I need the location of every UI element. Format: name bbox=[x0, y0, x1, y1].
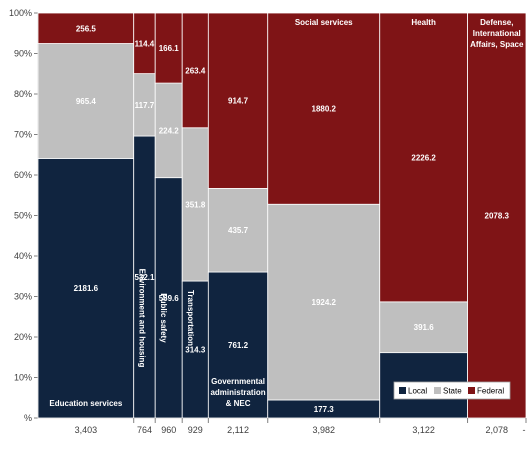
data-label: 314.3 bbox=[185, 346, 206, 355]
x-total-label: 960 bbox=[161, 425, 176, 435]
legend-swatch-state bbox=[434, 387, 441, 394]
data-label: 914.7 bbox=[228, 97, 249, 106]
x-total-label: 3,122 bbox=[412, 425, 435, 435]
data-label: 256.5 bbox=[76, 24, 97, 33]
data-label: 435.7 bbox=[228, 226, 249, 235]
y-tick-label: 30% bbox=[14, 292, 32, 302]
data-label: 114.4 bbox=[135, 39, 155, 48]
bar-segment-federal bbox=[267, 12, 381, 205]
data-label: 761.2 bbox=[228, 341, 249, 350]
x-axis-totals: 3,403 764 960 929 2,112 3,982 3,122 2,078 - bbox=[75, 418, 527, 435]
category-label: Governmental administration & NEC bbox=[210, 377, 265, 408]
bar-segment-federal bbox=[154, 12, 183, 84]
legend-label-state: State bbox=[443, 387, 462, 396]
y-tick-label: 80% bbox=[14, 89, 32, 99]
y-tick-label: 20% bbox=[14, 332, 32, 342]
bar-segment-state bbox=[267, 203, 381, 401]
category-label: Education services bbox=[49, 399, 122, 408]
data-label: 569.6 bbox=[159, 294, 180, 303]
legend-swatch-federal bbox=[468, 387, 475, 394]
y-tick-label: 60% bbox=[14, 170, 32, 180]
category-label: Environment and housing bbox=[138, 269, 147, 368]
y-tick-label: % bbox=[24, 413, 32, 423]
data-label: 2181.6 bbox=[74, 284, 99, 293]
bar-segment-federal bbox=[379, 12, 468, 303]
x-total-label: 929 bbox=[188, 425, 203, 435]
x-total-label: 3,403 bbox=[75, 425, 98, 435]
x-trailing-mark: - bbox=[523, 425, 526, 435]
category-label: Transportation bbox=[186, 290, 195, 346]
x-total-label: 2,112 bbox=[227, 425, 249, 435]
bar-segment-state bbox=[37, 43, 135, 159]
y-tick-label: 10% bbox=[14, 373, 32, 383]
bar-segment-federal bbox=[467, 12, 527, 419]
y-tick-label: 90% bbox=[14, 49, 32, 59]
bar-segment-local bbox=[154, 177, 183, 419]
bar-segment-federal bbox=[37, 12, 135, 44]
category-label: Health bbox=[411, 18, 436, 27]
bar-segment-state bbox=[379, 301, 468, 354]
bar-segment-state bbox=[207, 188, 269, 273]
category-labels-group: Education services Environment and housin… bbox=[49, 18, 524, 408]
bar-segment-federal bbox=[181, 12, 209, 129]
y-tick-label: 50% bbox=[14, 211, 32, 221]
bars-group bbox=[37, 12, 527, 419]
data-label: 2226.2 bbox=[411, 153, 436, 162]
data-label: 263.4 bbox=[185, 66, 206, 75]
bar-segment-local bbox=[207, 271, 269, 419]
bar-segment-state bbox=[181, 127, 209, 282]
legend: Local State Federal bbox=[393, 381, 511, 400]
data-label: 224.2 bbox=[159, 126, 180, 135]
legend-label-federal: Federal bbox=[477, 387, 504, 396]
y-tick-label: 70% bbox=[14, 130, 32, 140]
legend-label-local: Local bbox=[408, 387, 427, 396]
category-label: Defense, International Affairs, Space bbox=[470, 18, 524, 49]
data-label: 166.1 bbox=[159, 44, 180, 53]
data-label: 177.3 bbox=[314, 405, 335, 414]
data-label: 117.7 bbox=[135, 101, 155, 110]
x-total-label: 764 bbox=[137, 425, 152, 435]
y-tick-label: 100% bbox=[9, 8, 32, 18]
category-label: Social services bbox=[295, 18, 353, 27]
data-label: 2078.3 bbox=[485, 212, 510, 221]
data-label: 965.4 bbox=[76, 97, 97, 106]
bar-segment-local bbox=[181, 280, 209, 419]
x-total-label: 3,982 bbox=[312, 425, 335, 435]
legend-box bbox=[393, 381, 511, 400]
legend-swatch-local bbox=[399, 387, 406, 394]
data-label: 391.6 bbox=[414, 323, 435, 332]
data-label: 351.8 bbox=[185, 200, 206, 209]
data-label: 1924.2 bbox=[312, 298, 337, 307]
bar-segment-local bbox=[37, 158, 135, 419]
data-label: 1880.2 bbox=[312, 105, 337, 114]
y-tick-label: 40% bbox=[14, 251, 32, 261]
category-label: Public safety bbox=[159, 293, 168, 343]
x-total-label: 2,078 bbox=[486, 425, 509, 435]
bar-segment-federal bbox=[207, 12, 269, 189]
data-label: 532.1 bbox=[134, 273, 155, 282]
